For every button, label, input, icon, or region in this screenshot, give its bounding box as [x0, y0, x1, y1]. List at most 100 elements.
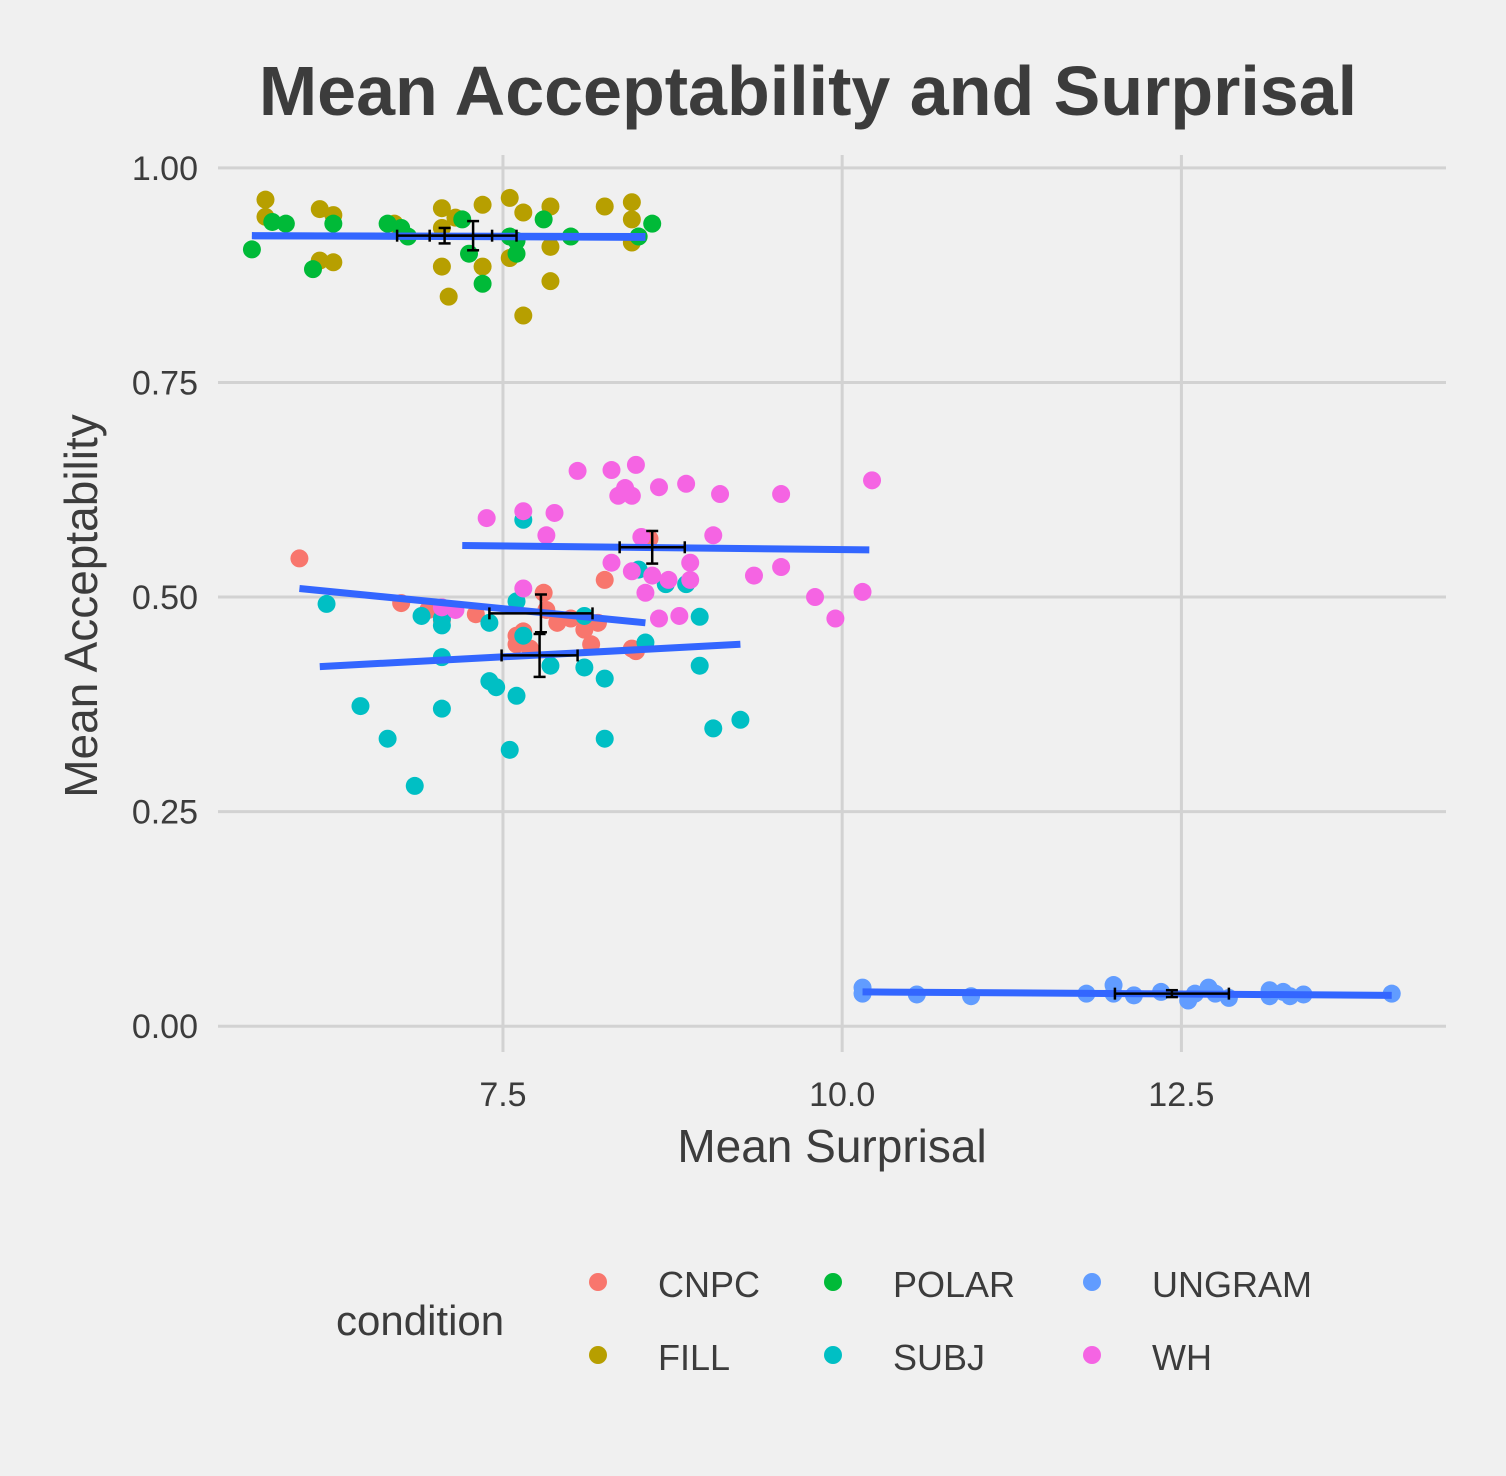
legend-key	[589, 1273, 607, 1291]
gridlines	[218, 155, 1446, 1052]
data-point	[677, 474, 696, 493]
data-point	[473, 257, 492, 276]
data-point	[473, 195, 492, 214]
data-point	[595, 729, 614, 748]
data-point	[378, 214, 397, 233]
data-point	[622, 562, 641, 581]
series-wh	[432, 455, 882, 628]
data-point	[595, 197, 614, 216]
data-point	[514, 579, 533, 598]
legend-label: UNGRAM	[1152, 1264, 1312, 1305]
y-axis-ticks: 0.00 0.25 0.50 0.75 1.00	[132, 150, 198, 1046]
data-point	[681, 553, 700, 572]
x-tick-label: 12.5	[1148, 1076, 1214, 1114]
data-point	[568, 461, 587, 480]
data-point	[514, 203, 533, 222]
mean-errorbar-cnpc	[488, 593, 594, 634]
data-point	[853, 582, 872, 601]
mean-errorbar-subj	[500, 632, 579, 679]
data-point	[636, 583, 655, 602]
data-point	[432, 199, 451, 218]
data-point	[541, 656, 560, 675]
y-tick-label: 0.25	[132, 794, 198, 832]
data-point	[405, 776, 424, 795]
legend-label: WH	[1152, 1337, 1212, 1378]
data-point	[632, 527, 651, 546]
data-point	[545, 503, 564, 522]
data-point	[643, 214, 662, 233]
mean-errorbar-ungram	[1113, 987, 1231, 1000]
data-point	[534, 583, 553, 602]
data-point	[602, 553, 621, 572]
data-point	[432, 616, 451, 635]
data-point	[256, 190, 275, 209]
data-point	[626, 455, 645, 474]
y-tick-label: 1.00	[132, 150, 198, 188]
data-point	[477, 509, 496, 528]
data-point	[826, 609, 845, 628]
y-tick-label: 0.50	[132, 579, 198, 617]
data-point	[690, 607, 709, 626]
data-point	[622, 193, 641, 212]
data-point	[670, 606, 689, 625]
data-point	[514, 502, 533, 521]
data-point	[412, 606, 431, 625]
legend-key	[824, 1346, 842, 1364]
y-tick-label: 0.75	[132, 364, 198, 402]
data-point	[453, 210, 472, 229]
data-point	[324, 253, 343, 272]
data-point	[731, 710, 750, 729]
data-point	[514, 626, 533, 645]
legend: condition CNPC FILL POLAR SUBJ UNGRAM WH	[336, 1264, 1312, 1378]
legend-entries: CNPC FILL POLAR SUBJ UNGRAM WH	[589, 1264, 1312, 1378]
data-point	[500, 740, 519, 759]
legend-entry-polar: POLAR	[824, 1264, 1015, 1305]
data-point	[507, 686, 526, 705]
legend-key	[824, 1273, 842, 1291]
legend-label: CNPC	[658, 1264, 760, 1305]
mean-errorbar-wh	[618, 529, 687, 565]
chart-title: Mean Acceptability and Surprisal	[259, 52, 1357, 130]
data-point	[649, 478, 668, 497]
data-point	[310, 200, 329, 219]
data-point	[595, 669, 614, 688]
data-point	[317, 594, 336, 613]
legend-entry-ungram: UNGRAM	[1083, 1264, 1312, 1305]
x-tick-label: 7.5	[479, 1076, 526, 1114]
data-point	[378, 729, 397, 748]
mean-error-bars	[395, 219, 1231, 1000]
data-point	[863, 471, 882, 490]
data-point	[534, 210, 553, 229]
legend-label: FILL	[658, 1337, 730, 1378]
data-point	[324, 214, 343, 233]
data-point	[704, 719, 723, 738]
data-point	[602, 461, 621, 480]
data-point	[711, 485, 730, 504]
data-point	[303, 260, 322, 279]
data-point	[575, 658, 594, 677]
data-point	[622, 210, 641, 229]
y-tick-label: 0.00	[132, 1008, 198, 1046]
legend-key	[1083, 1346, 1101, 1364]
legend-entry-fill: FILL	[589, 1337, 730, 1378]
data-point	[541, 237, 560, 256]
mean-errorbar-polar	[395, 226, 494, 245]
data-point	[649, 609, 668, 628]
legend-key	[589, 1346, 607, 1364]
series-fill	[256, 188, 641, 325]
data-point	[276, 214, 295, 233]
data-point	[487, 678, 506, 697]
data-point	[439, 287, 458, 306]
data-point	[659, 570, 678, 589]
data-point	[806, 588, 825, 607]
data-point	[351, 697, 370, 716]
data-point	[548, 613, 567, 632]
data-point	[744, 566, 763, 585]
data-point	[507, 244, 526, 263]
data-point	[537, 526, 556, 545]
x-axis-title: Mean Surprisal	[677, 1120, 986, 1172]
legend-label: SUBJ	[893, 1337, 985, 1378]
data-point	[704, 526, 723, 545]
